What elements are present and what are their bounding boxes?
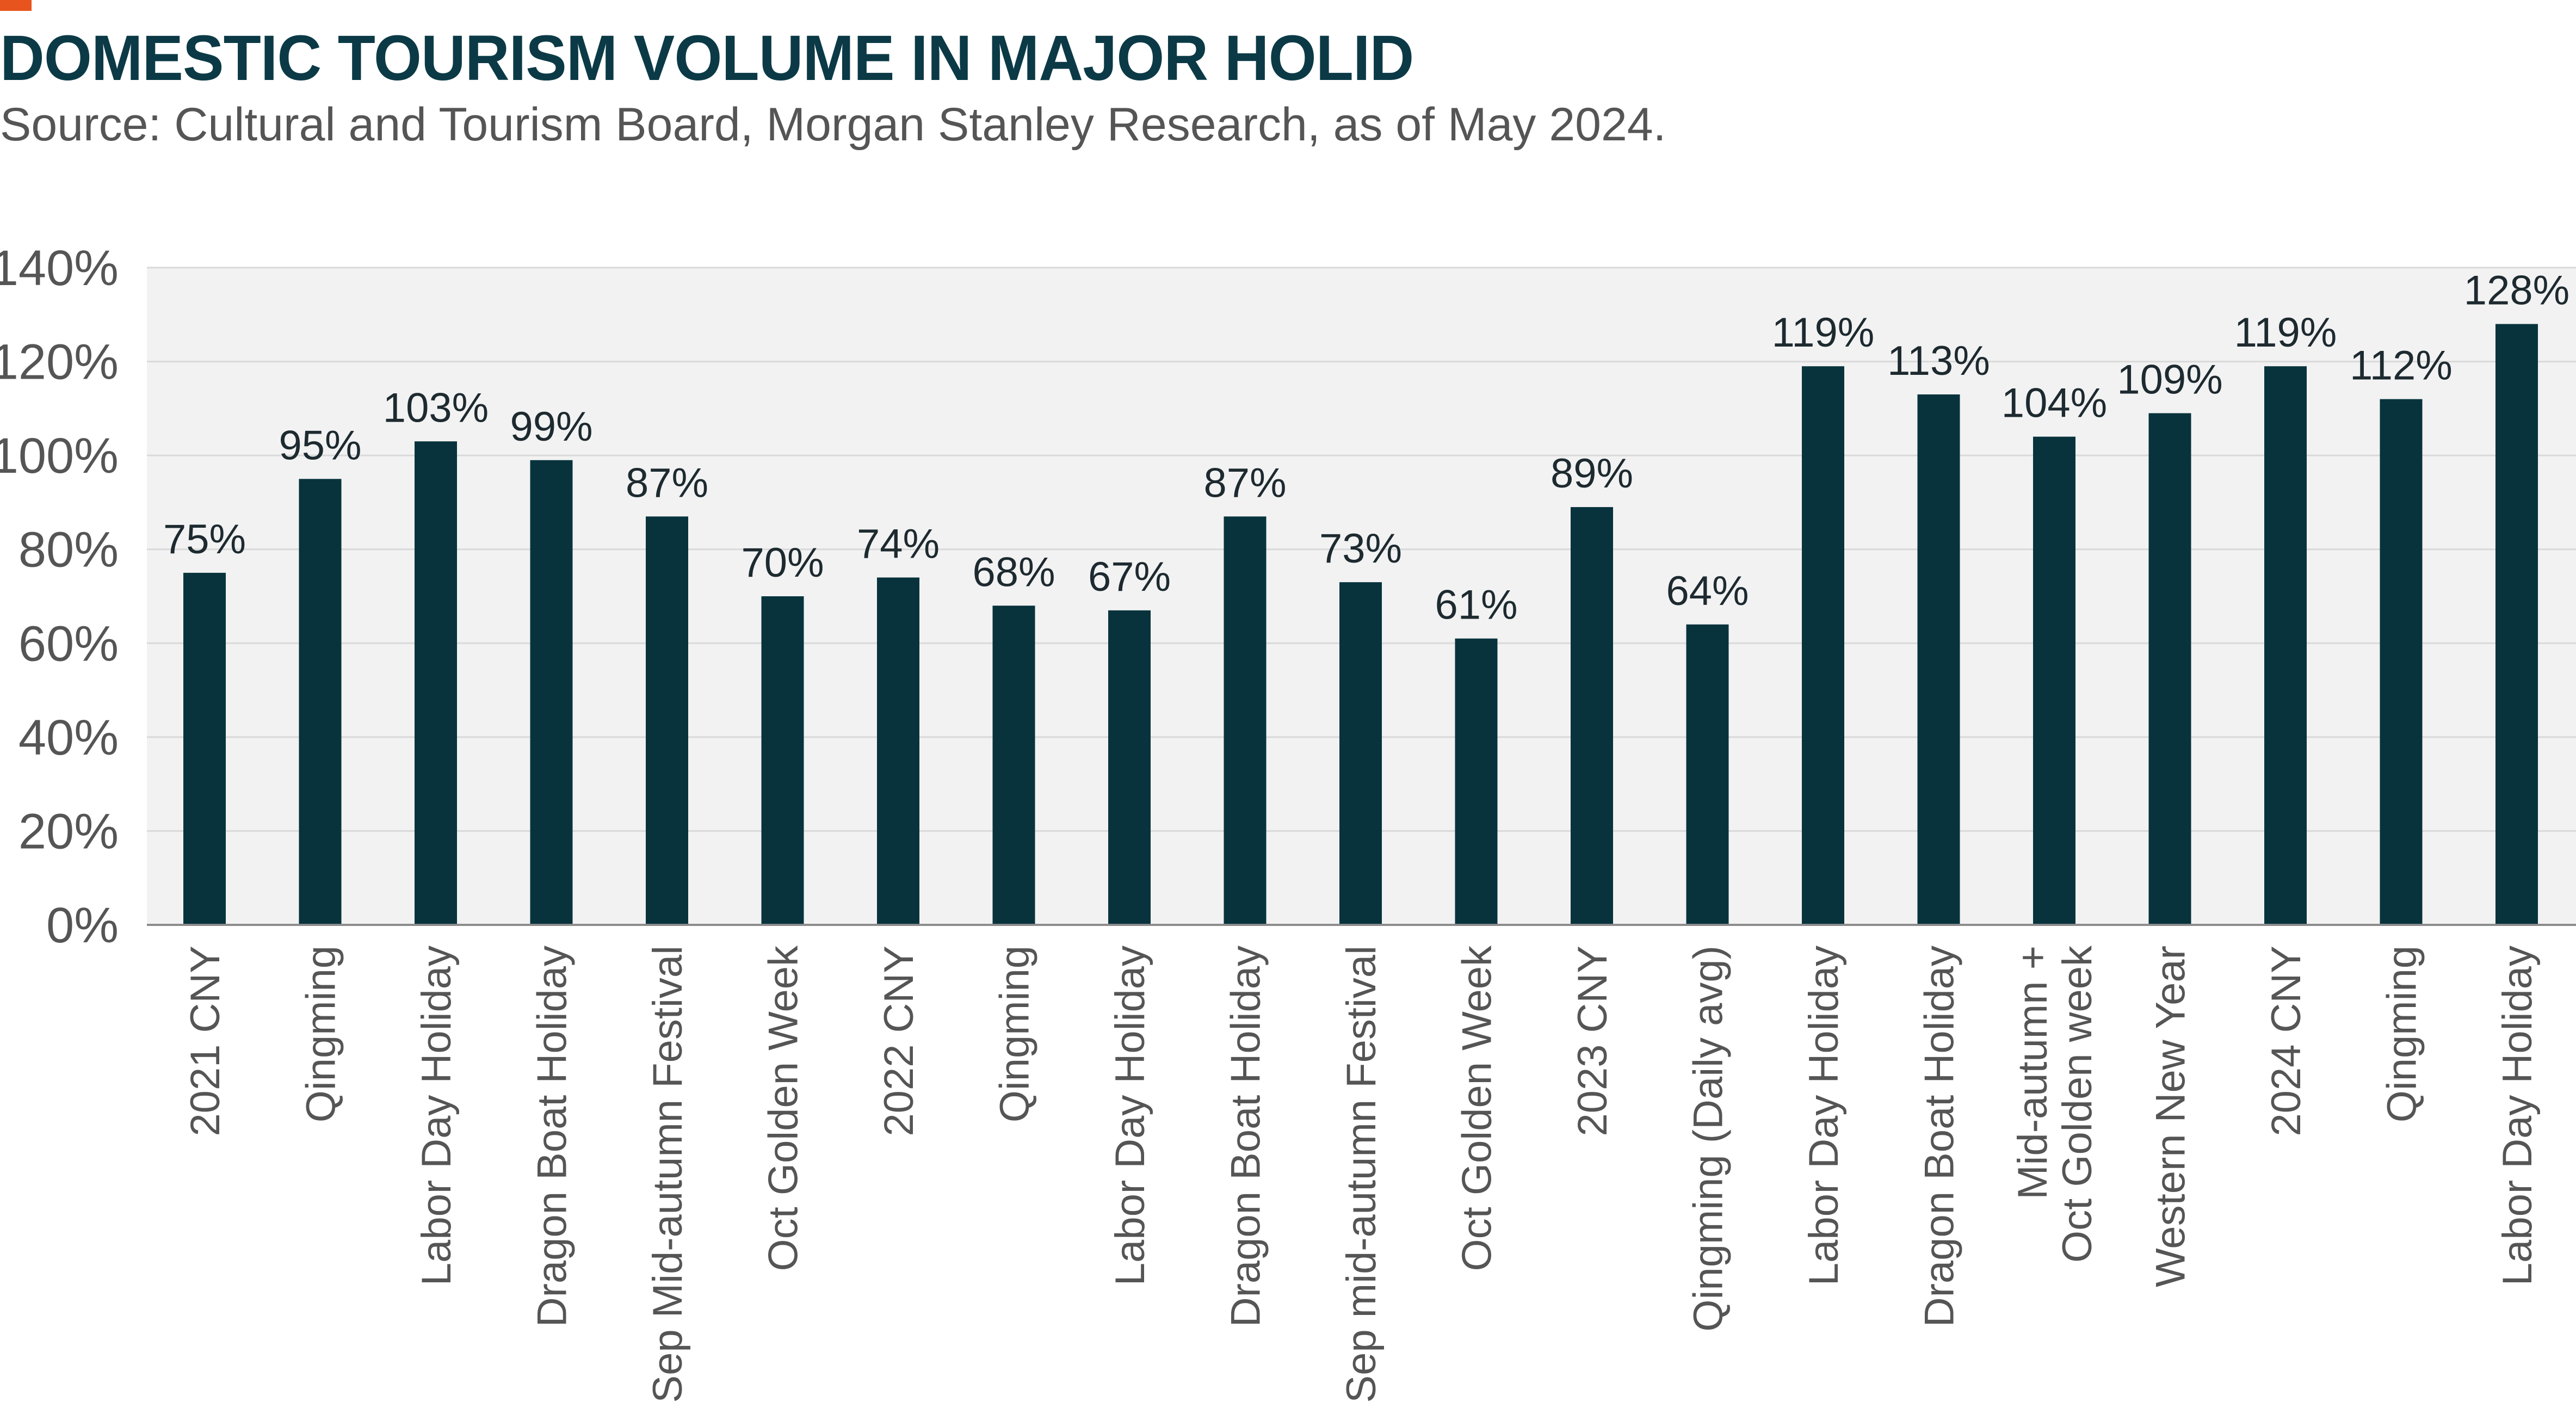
bar (1571, 507, 1613, 925)
x-tick-label: Dragon Boat Holiday (529, 946, 576, 1327)
x-tick-label-line: Labor Day Holiday (1801, 946, 1847, 1286)
bar (415, 441, 457, 925)
data-label: 74% (857, 521, 940, 567)
y-tick-label: 120% (0, 335, 119, 390)
bar (1917, 394, 1960, 925)
x-tick-label-line: Oct Golden Week (1454, 945, 1500, 1271)
bar (1108, 610, 1151, 925)
data-label: 73% (1319, 526, 1402, 572)
x-tick-label-line: 2023 CNY (1570, 946, 1616, 1137)
x-tick-label: Qingming (Daily avg) (1685, 946, 1732, 1332)
x-tick-label-line: Qingming (Daily avg) (1685, 946, 1732, 1332)
x-tick-label: Labor Day Holiday (1107, 946, 1153, 1286)
x-tick-label: Qingming (2379, 946, 2425, 1122)
x-tick-label: Dragon Boat Holiday (1917, 946, 1963, 1327)
x-tick-label-line: Qingming (298, 946, 344, 1122)
x-tick-label: Sep mid-autumn Festival (1338, 946, 1385, 1402)
bar (2148, 413, 2191, 925)
y-tick-label: 80% (18, 522, 119, 578)
chart-title: DOMESTIC TOURISM VOLUME IN MAJOR HOLID (0, 22, 1414, 94)
x-tick-label: Qingming (992, 946, 1038, 1122)
data-label: 75% (163, 516, 246, 563)
data-label: 61% (1435, 582, 1517, 628)
x-tick-label: 2021 CNY (182, 946, 228, 1137)
x-tick-label: Qingming (298, 946, 344, 1122)
x-tick-label: 2023 CNY (1570, 946, 1616, 1137)
x-tick-label: Dragon Boat Holiday (1223, 946, 1269, 1327)
bar (299, 479, 342, 925)
data-label: 109% (2117, 356, 2222, 403)
x-tick-label-line: Dragon Boat Holiday (1223, 946, 1269, 1327)
data-label: 87% (626, 460, 708, 506)
x-tick-label: Oct Golden Week (1454, 945, 1500, 1271)
data-label: 119% (2234, 310, 2337, 356)
x-tick-label-line: Qingming (992, 946, 1038, 1122)
bar (2495, 324, 2538, 925)
bar (1686, 624, 1729, 925)
x-tick-label-line: Qingming (2379, 946, 2425, 1122)
x-tick-label: 2022 CNY (876, 946, 922, 1137)
x-tick-label: Labor Day Holiday (413, 946, 460, 1286)
data-label: 68% (972, 549, 1055, 595)
data-label: 104% (2002, 380, 2107, 427)
x-tick-label-line: Oct Golden week (2054, 945, 2101, 1263)
bar (1339, 582, 1382, 925)
y-tick-label: 20% (18, 804, 119, 859)
data-label: 103% (383, 385, 489, 431)
x-tick-label: Western New Year (2148, 946, 2194, 1287)
x-tick-label-line: Sep mid-autumn Festival (1338, 946, 1385, 1402)
y-tick-label: 40% (18, 710, 119, 765)
bar (877, 577, 919, 925)
bar (1455, 638, 1498, 925)
bar (646, 516, 688, 925)
data-label: 113% (1887, 338, 1990, 384)
bar (2033, 436, 2075, 925)
data-label: 112% (2350, 343, 2453, 389)
bar (1224, 516, 1267, 925)
x-tick-label-line: 2022 CNY (876, 946, 922, 1137)
data-label: 128% (2464, 268, 2569, 314)
bar (992, 606, 1035, 925)
x-tick-label-line: Dragon Boat Holiday (1917, 946, 1963, 1327)
data-label: 99% (510, 404, 592, 450)
x-tick-label-line: Sep Mid-autumn Festival (645, 946, 691, 1402)
x-tick-label-line: 2024 CNY (2263, 946, 2309, 1137)
data-label: 87% (1203, 460, 1286, 506)
x-tick-label-line: Dragon Boat Holiday (529, 946, 576, 1327)
bar (1802, 366, 1844, 925)
x-tick-label-line: Labor Day Holiday (2494, 946, 2541, 1286)
bar (2264, 366, 2307, 925)
y-tick-label: 100% (0, 428, 119, 484)
data-label: 70% (741, 540, 824, 586)
y-tick-label: 140% (0, 240, 119, 296)
data-label: 119% (1772, 310, 1875, 356)
x-tick-label-line: Labor Day Holiday (413, 946, 460, 1286)
x-tick-label-line: Labor Day Holiday (1107, 946, 1153, 1286)
data-label: 67% (1088, 554, 1171, 600)
bar (183, 572, 226, 925)
accent-bar (0, 0, 32, 11)
x-tick-label-line: Oct Golden Week (761, 945, 807, 1271)
x-tick-label: 2024 CNY (2263, 946, 2309, 1137)
y-tick-label: 0% (46, 898, 119, 953)
x-tick-label: Labor Day Holiday (1801, 946, 1847, 1286)
x-tick-label: Labor Day Holiday (2494, 946, 2541, 1286)
bar (2380, 399, 2423, 925)
x-tick-label-line: 2021 CNY (182, 946, 228, 1137)
data-label: 64% (1666, 568, 1749, 614)
data-label: 95% (279, 422, 361, 468)
x-tick-label-line: Mid-autumn + (2010, 946, 2056, 1200)
x-tick-label: Sep Mid-autumn Festival (645, 946, 691, 1402)
bar (530, 460, 573, 925)
bar (761, 596, 804, 925)
x-tick-label: Oct Golden Week (761, 945, 807, 1271)
y-tick-label: 60% (18, 616, 119, 671)
chart-subtitle: Source: Cultural and Tourism Board, Morg… (0, 98, 1666, 151)
data-label: 89% (1550, 450, 1633, 497)
x-tick-label-line: Western New Year (2148, 946, 2194, 1287)
x-tick-label: Mid-autumn +Oct Golden week (2010, 945, 2101, 1263)
